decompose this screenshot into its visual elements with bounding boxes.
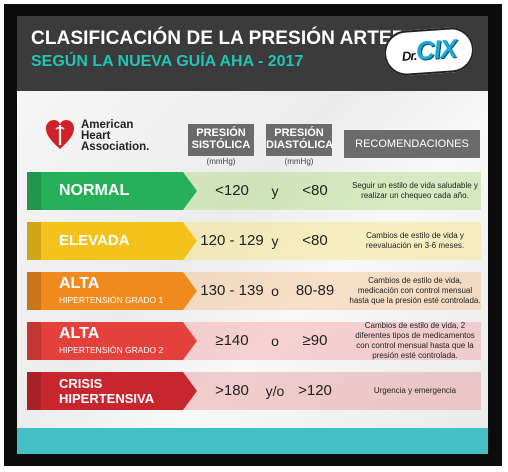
category-sublabel: HIPERTENSIÓN GRADO 2 [59, 345, 164, 355]
diastolic-header: PRESIÓN DIASTÓLICA (mmHg) [266, 124, 333, 166]
diastolic-value: <80 [302, 182, 328, 199]
systolic-value: 120 - 129 [200, 232, 264, 249]
recommendation-text: Cambios de estilo de vida, 2 diferentes … [355, 321, 475, 360]
page-title: CLASIFICACIÓN DE LA PRESIÓN ARTERIAL [31, 28, 437, 49]
recommendation-text: Urgencia y emergencia [373, 386, 457, 395]
recommendation-text: Seguir un estilo de vida saludable y rea… [352, 181, 478, 200]
diastolic-value: >120 [298, 382, 332, 399]
dr-cix-logo: Dr.CIX [382, 25, 476, 78]
category-label: ALTA [59, 325, 100, 342]
row-strip [27, 322, 41, 360]
row-strip [27, 172, 41, 210]
conjunction: y [271, 233, 279, 249]
row-strip [27, 272, 41, 310]
diastolic-unit: (mmHg) [284, 157, 314, 166]
recommendation-text: Cambios de estilo de vida, medicación co… [349, 276, 481, 305]
category-label: NORMAL [59, 182, 130, 199]
diastolic-value: ≥90 [302, 332, 328, 349]
heart-torch-icon [46, 120, 74, 149]
conjunction: y/o [265, 383, 285, 399]
systolic-value: ≥140 [215, 332, 249, 349]
category-arrow [27, 272, 197, 310]
diastolic-value: <80 [302, 232, 328, 249]
conjunction: y [271, 183, 279, 199]
row-strip [27, 222, 41, 260]
systolic-value: >180 [215, 382, 249, 399]
systolic-value: 130 - 139 [200, 282, 264, 299]
systolic-unit: (mmHg) [206, 157, 236, 166]
category-arrow [27, 172, 197, 210]
footer-bar [17, 428, 488, 454]
conjunction: o [271, 283, 279, 299]
category-label: CRISIS HIPERTENSIVA [59, 376, 155, 406]
diastolic-value: 80-89 [295, 282, 335, 299]
category-sublabel: HIPERTENSIÓN GRADO 1 [59, 295, 164, 305]
dr-cix-logo-text: Dr.CIX [401, 33, 458, 66]
category-arrow [27, 372, 197, 410]
category-label: ELEVADA [59, 232, 130, 249]
outer-frame: CLASIFICACIÓN DE LA PRESIÓN ARTERIAL SEG… [4, 4, 502, 466]
infographic: CLASIFICACIÓN DE LA PRESIÓN ARTERIAL SEG… [17, 16, 488, 454]
systolic-value: <120 [215, 182, 249, 199]
header-banner: CLASIFICACIÓN DE LA PRESIÓN ARTERIAL SEG… [17, 16, 488, 91]
page-subtitle: SEGÚN LA NUEVA GUÍA AHA - 2017 [31, 53, 304, 70]
systolic-header: PRESIÓN SISTÓLICA (mmHg) [188, 124, 254, 166]
category-label: ALTA [59, 275, 100, 292]
recommendations-header: RECOMENDACIONES [344, 130, 480, 158]
row-strip [27, 372, 41, 410]
conjunction: o [271, 333, 279, 349]
category-arrow [27, 322, 197, 360]
recommendation-text: Cambios de estilo de vida y reevaluación… [365, 231, 465, 250]
category-arrow [27, 222, 197, 260]
aha-logo-text: American Heart Association. [81, 119, 150, 153]
